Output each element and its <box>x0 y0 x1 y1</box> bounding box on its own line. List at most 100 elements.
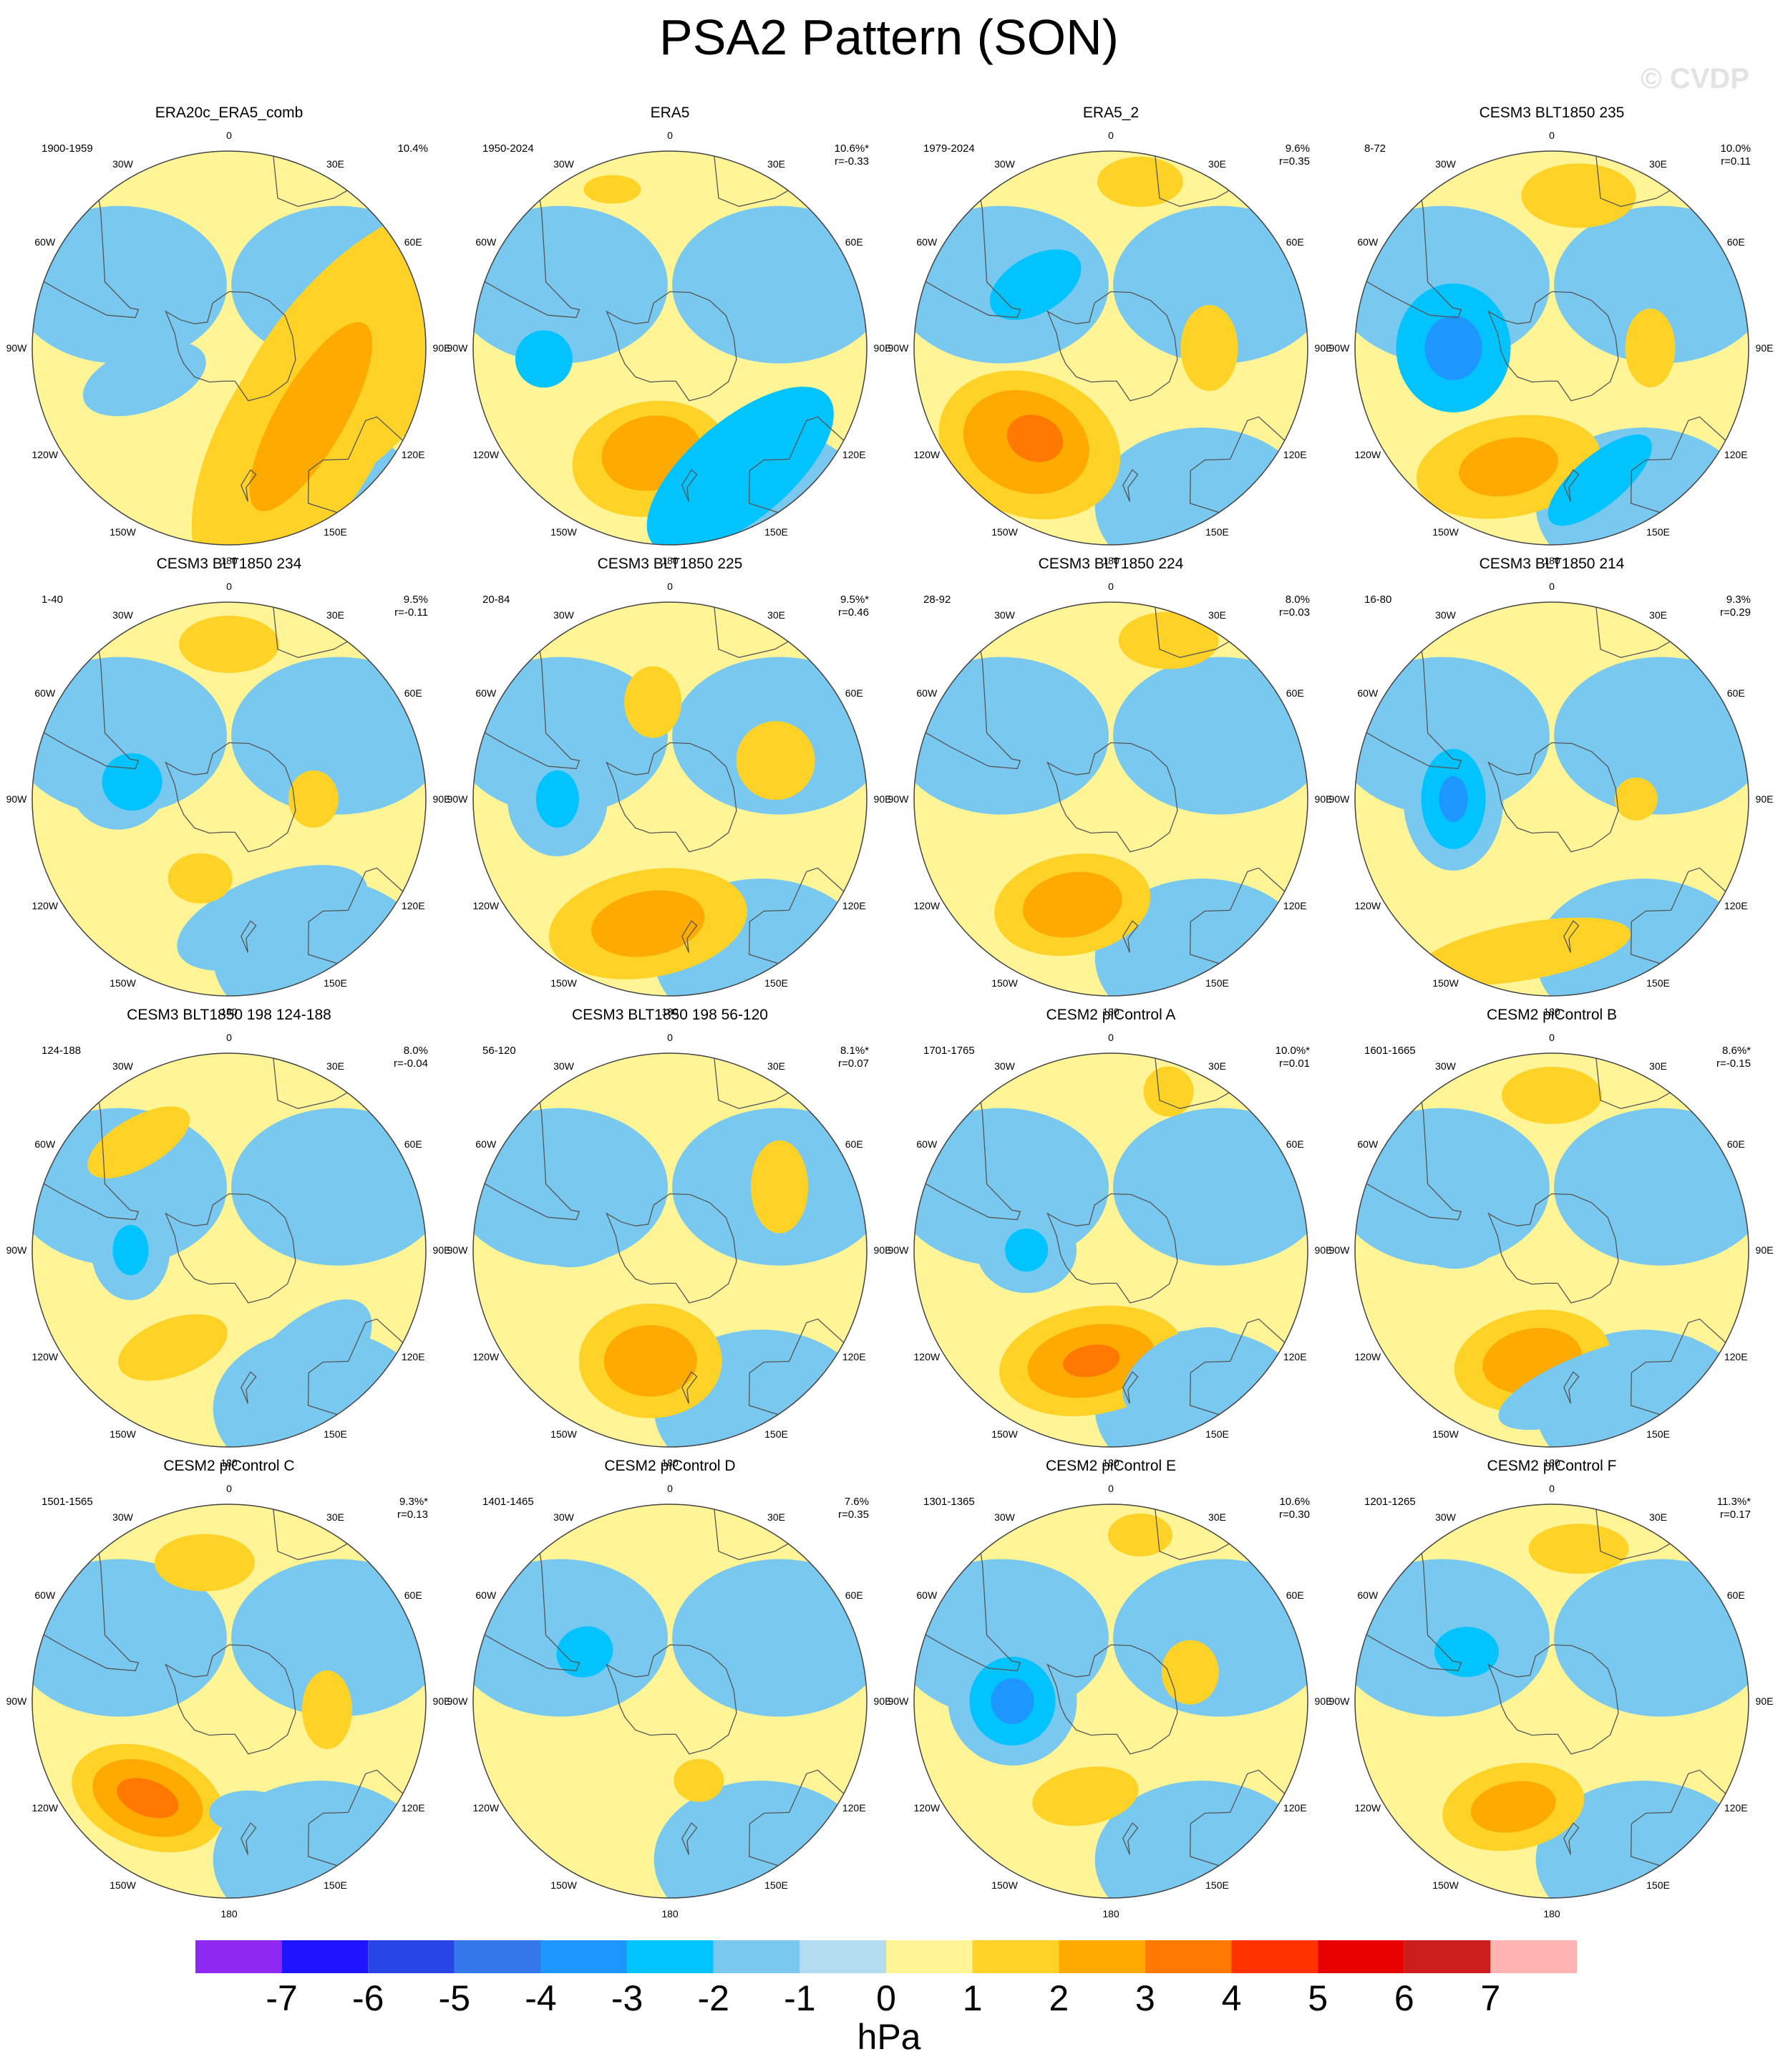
longitude-label: 60E <box>1726 1589 1745 1601</box>
longitude-label: 90E <box>1314 1244 1333 1256</box>
variance-pct: 8.1%* <box>840 1045 869 1057</box>
longitude-label: 0 <box>1108 130 1114 141</box>
longitude-label: 150E <box>1646 1428 1670 1441</box>
longitude-label: 180 <box>661 1908 679 1919</box>
longitude-label: 0 <box>1549 130 1555 141</box>
longitude-label: 120E <box>1283 1350 1307 1362</box>
anomaly-contour <box>1113 1559 1308 1717</box>
colorbar-tick-label: 5 <box>1308 1978 1328 2018</box>
anomaly-contour <box>1625 309 1676 387</box>
anomaly-contour <box>1099 961 1186 996</box>
coastline <box>1046 1193 1178 1304</box>
longitude-label: 30E <box>1208 158 1226 170</box>
longitude-label: 150W <box>550 1428 577 1441</box>
longitude-label: 30W <box>994 1060 1015 1072</box>
panel-period: 1601-1665 <box>1364 1045 1416 1057</box>
longitude-label: 150W <box>110 1428 136 1441</box>
longitude-label: 90W <box>447 1695 468 1707</box>
map-border <box>472 150 868 546</box>
anomaly-contour <box>1528 1524 1629 1574</box>
coastline <box>1122 1822 1139 1855</box>
coastline <box>32 1054 140 1221</box>
pattern-correlation: r=-0.15 <box>1716 1057 1751 1070</box>
anomaly-contour <box>674 1758 724 1802</box>
anomaly-contour <box>1113 205 1308 364</box>
map-panel: ERA20c_ERA5_comb 1900-1959 10.4% 0 30E 60E 90E… <box>6 105 451 566</box>
anomaly-contour <box>112 1225 149 1275</box>
longitude-label: 60E <box>845 1589 863 1601</box>
polar-map <box>472 150 868 546</box>
pattern-correlation: r=0.35 <box>838 1509 869 1521</box>
longitude-label: 60W <box>475 236 497 248</box>
polar-map <box>1354 1504 1749 1899</box>
anomaly-contour <box>535 770 579 828</box>
longitude-label: 60E <box>404 236 422 248</box>
coastline <box>1630 1769 1726 1875</box>
coastline <box>748 1769 845 1875</box>
coastline <box>914 603 1021 770</box>
anomaly-contour <box>1032 1766 1139 1826</box>
panel-title: CESM3 BLT1850 225 <box>597 556 743 572</box>
map-panel: CESM3 BLT1850 225 20-84 9.5%* r=0.46 0 30E 60E… <box>447 556 892 1017</box>
panel-period: 28-92 <box>923 594 951 606</box>
coastline <box>165 1193 296 1304</box>
anomaly-contour <box>32 205 227 364</box>
longitude-label: 180 <box>220 555 238 566</box>
longitude-label: 30W <box>112 1511 133 1523</box>
anomaly-contour <box>1554 1108 1749 1266</box>
colorbar-tick-label: 3 <box>1135 1978 1155 2018</box>
longitude-label: 0 <box>226 1032 232 1043</box>
coastline <box>1487 1644 1619 1755</box>
longitude-label: 0 <box>1549 581 1555 592</box>
anomaly-contour <box>1022 871 1122 938</box>
anomaly-contour <box>1614 778 1658 820</box>
anomaly-contour <box>1408 1197 1502 1269</box>
polar-map <box>913 601 1308 997</box>
longitude-label: 180 <box>1102 1457 1119 1468</box>
longitude-label: 60E <box>845 1138 863 1150</box>
longitude-label: 150E <box>1205 977 1229 989</box>
colorbar-swatch <box>800 1940 886 1973</box>
longitude-label: 0 <box>1108 1483 1114 1494</box>
longitude-label: 30W <box>553 609 574 621</box>
coastline <box>681 1371 698 1404</box>
colorbar-tick-label: -7 <box>266 1978 298 2018</box>
panel-stats: 7.6% r=0.35 <box>805 1496 869 1521</box>
longitude-label: 120E <box>1724 1801 1748 1814</box>
anomaly-contour <box>1439 776 1468 822</box>
longitude-label: 60W <box>1357 1138 1379 1150</box>
anomaly-contour <box>167 853 233 904</box>
pattern-correlation: r=0.17 <box>1720 1509 1751 1521</box>
panel-title: CESM2 piControl B <box>1486 1007 1618 1023</box>
longitude-label: 90W <box>6 1695 27 1707</box>
longitude-label: 0 <box>667 581 673 592</box>
coastline <box>473 1505 580 1672</box>
longitude-label: 150E <box>324 1428 347 1441</box>
panel-stats: 8.0% r=-0.04 <box>364 1045 428 1070</box>
longitude-label: 150E <box>1205 526 1229 538</box>
map-panel: CESM2 piControl F 1201-1265 11.3%* r=0.17 0 3… <box>1329 1458 1774 1919</box>
longitude-label: 90W <box>1328 1244 1350 1256</box>
coastline <box>606 1644 737 1755</box>
longitude-label: 120E <box>842 1801 866 1814</box>
longitude-label: 60E <box>845 687 863 699</box>
pattern-correlation: r=0.01 <box>1279 1057 1310 1070</box>
longitude-label: 180 <box>661 555 679 566</box>
longitude-label: 180 <box>661 1457 679 1468</box>
map-panel: ERA5 1950-2024 10.6%* r=-0.33 0 30E 60E 90E 120E… <box>447 105 892 566</box>
longitude-label: 90W <box>888 793 909 805</box>
anomaly-contour <box>209 1790 288 1834</box>
coastline <box>307 416 404 522</box>
longitude-label: 90E <box>1755 342 1774 354</box>
map-panel: CESM3 BLT1850 235 8-72 10.0% r=0.11 0 30E 60E 9… <box>1329 105 1774 566</box>
polar-map <box>31 601 427 997</box>
coastline <box>473 603 580 770</box>
longitude-label: 0 <box>1549 1483 1555 1494</box>
longitude-label: 60W <box>916 236 938 248</box>
longitude-label: 120E <box>1724 448 1748 460</box>
panel-stats: 10.4% <box>364 142 428 155</box>
anomaly-contour <box>1470 1781 1556 1833</box>
anomaly-contour <box>538 1203 636 1268</box>
longitude-label: 120E <box>842 899 866 911</box>
longitude-label: 180 <box>1543 1457 1560 1468</box>
